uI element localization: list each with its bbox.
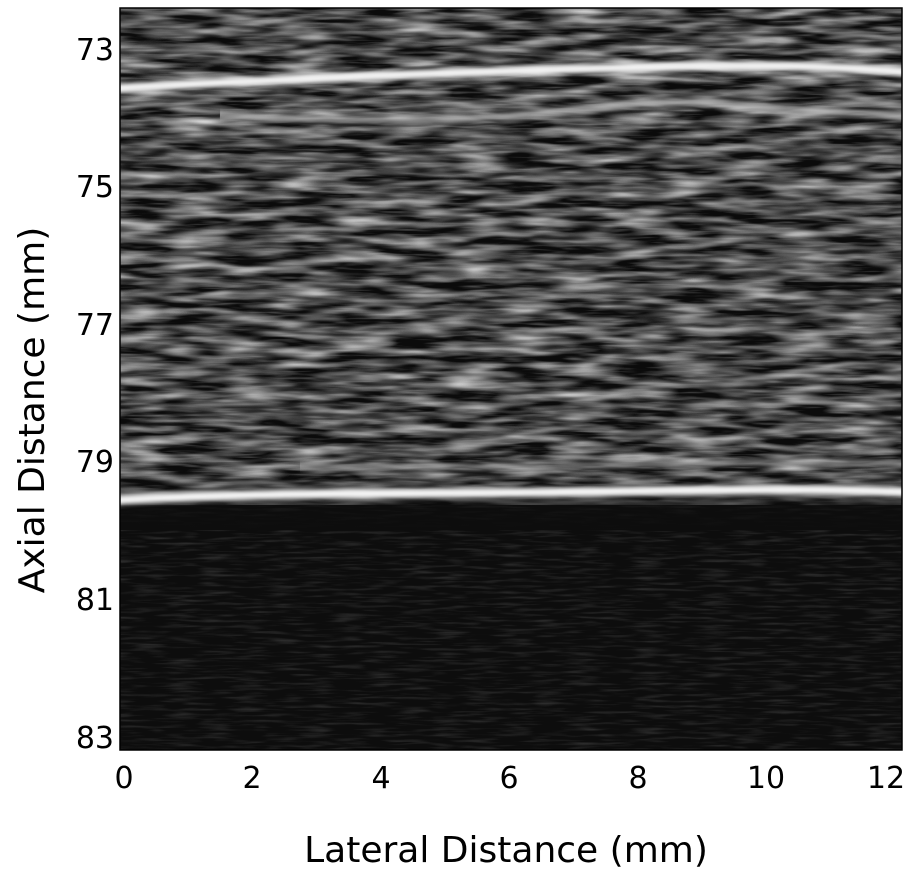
- y-tick-labels: 73 75 77 79 81 83: [76, 33, 114, 756]
- y-tick-label: 83: [76, 721, 114, 756]
- y-tick-label: 75: [76, 170, 114, 205]
- y-tick-label: 81: [76, 583, 114, 618]
- y-axis-title: Axial Distance (mm): [12, 227, 53, 594]
- x-tick-label: 8: [628, 761, 647, 796]
- y-tick-label: 77: [76, 308, 114, 343]
- x-tick-label: 0: [114, 761, 133, 796]
- y-tick-label: 79: [76, 445, 114, 480]
- ultrasound-image: [120, 8, 902, 750]
- y-tick-label: 73: [76, 33, 114, 68]
- upper-reflector-line: [120, 61, 902, 93]
- x-tick-label: 2: [242, 761, 261, 796]
- x-tick-label: 6: [499, 761, 518, 796]
- x-tick-labels: 0 2 4 6 8 10 12: [114, 761, 905, 796]
- x-tick-label: 10: [747, 761, 785, 796]
- lower-reflector-line: [120, 485, 902, 505]
- x-tick-label: 4: [371, 761, 390, 796]
- x-tick-label: 12: [867, 761, 905, 796]
- plot-frame: [119, 7, 903, 751]
- x-axis-title: Lateral Distance (mm): [304, 830, 708, 871]
